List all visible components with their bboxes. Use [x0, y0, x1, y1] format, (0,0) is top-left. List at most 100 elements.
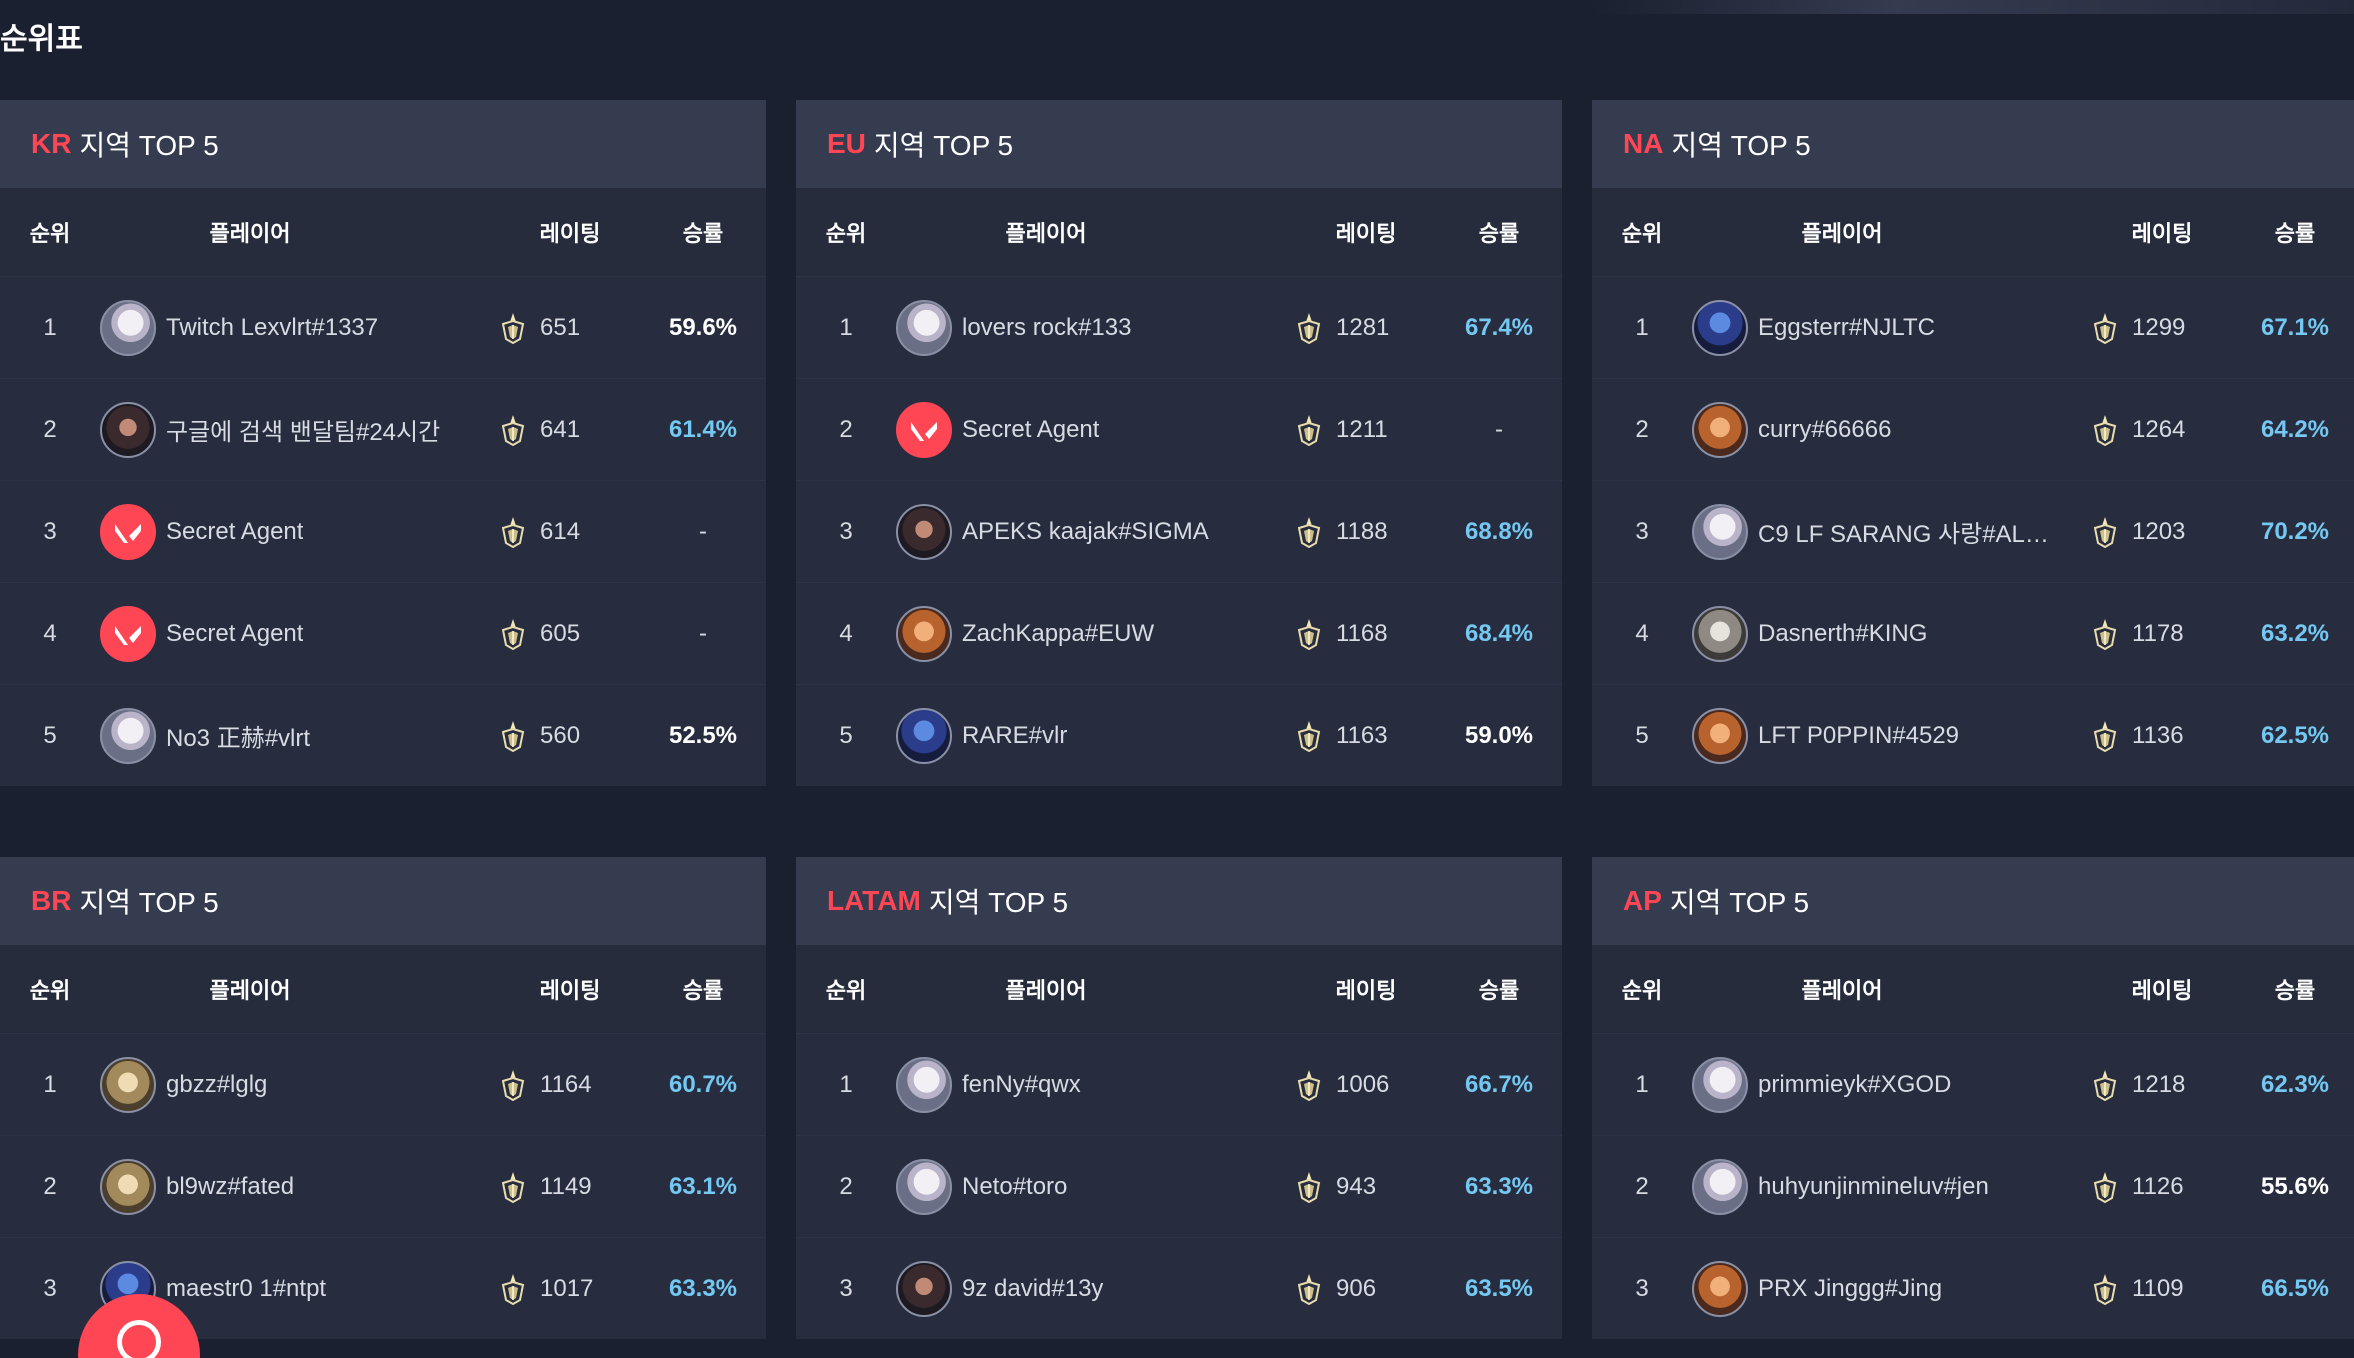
table-row[interactable]: 2 huhyunjinmineluv#jen 1126 55.6%: [1592, 1135, 2354, 1237]
column-rank: 순위: [1621, 221, 1663, 246]
rank-cell: 3: [43, 517, 57, 545]
region-title: 지역 TOP 5: [79, 887, 219, 918]
player-name[interactable]: Secret Agent: [166, 517, 304, 545]
player-name[interactable]: No3 正赫#vlrt: [166, 725, 311, 752]
winrate-cell: 52.5%: [640, 722, 766, 750]
player-cell[interactable]: Eggsterr#NJLTC: [1692, 299, 2092, 356]
table-row[interactable]: 4 Secret Agent 605 -: [0, 582, 766, 684]
table-row[interactable]: 3 9z david#13y 906 63.5%: [796, 1237, 1562, 1339]
player-cell[interactable]: RARE#vlr: [896, 707, 1296, 764]
rating-value: 1264: [2132, 415, 2186, 443]
rank-cell: 3: [1635, 1274, 1649, 1302]
rank-cell: 1: [839, 1070, 853, 1098]
player-name[interactable]: Eggsterr#NJLTC: [1758, 313, 1935, 341]
player-avatar-icon: [1692, 707, 1748, 764]
column-header-row: 순위 플레이어 레이팅 승률: [0, 188, 766, 276]
player-cell[interactable]: gbzz#lglg: [100, 1056, 500, 1113]
table-row[interactable]: 2 구글에 검색 밴달팀#24시간 641 61.4%: [0, 378, 766, 480]
player-avatar-icon: [100, 299, 156, 356]
player-name[interactable]: RARE#vlr: [962, 721, 1068, 749]
table-row[interactable]: 2 Neto#toro 943 63.3%: [796, 1135, 1562, 1237]
player-name[interactable]: curry#66666: [1758, 415, 1892, 443]
rating-cell: 1178: [2092, 618, 2232, 650]
player-cell[interactable]: fenNy#qwx: [896, 1056, 1296, 1113]
column-rating: 레이팅: [1335, 978, 1397, 1003]
table-row[interactable]: 1 fenNy#qwx 1006 66.7%: [796, 1033, 1562, 1135]
player-name[interactable]: LFT P0PPIN#4529: [1758, 721, 1960, 749]
player-cell[interactable]: Secret Agent: [896, 401, 1296, 458]
winrate-cell: 63.5%: [1436, 1275, 1562, 1303]
winrate-value: 68.4%: [1464, 619, 1534, 647]
player-cell[interactable]: ZachKappa#EUW: [896, 605, 1296, 662]
table-row[interactable]: 1 gbzz#lglg 1164 60.7%: [0, 1033, 766, 1135]
player-name[interactable]: Secret Agent: [166, 619, 304, 647]
player-name[interactable]: huhyunjinmineluv#jen: [1758, 1172, 1989, 1200]
player-cell[interactable]: Secret Agent: [100, 503, 500, 560]
table-row[interactable]: 2 curry#66666 1264 64.2%: [1592, 378, 2354, 480]
rating-cell: 641: [500, 414, 640, 446]
winrate-value: 63.1%: [668, 1172, 738, 1200]
table-row[interactable]: 2 bl9wz#fated 1149 63.1%: [0, 1135, 766, 1237]
player-name[interactable]: fenNy#qwx: [962, 1070, 1081, 1098]
player-avatar-icon: [896, 1158, 952, 1215]
player-cell[interactable]: Neto#toro: [896, 1158, 1296, 1215]
player-avatar-icon: [1692, 299, 1748, 356]
table-row[interactable]: 3 APEKS kaajak#SIGMA 1188 68.8%: [796, 480, 1562, 582]
player-name[interactable]: 구글에 검색 밴달팀#24시간: [166, 419, 441, 446]
radiant-rank-icon: [501, 516, 525, 548]
player-name[interactable]: gbzz#lglg: [166, 1070, 268, 1098]
player-cell[interactable]: primmieyk#XGOD: [1692, 1056, 2092, 1113]
player-name[interactable]: PRX Jinggg#Jing: [1758, 1274, 1943, 1302]
table-row[interactable]: 4 Dasnerth#KING 1178 63.2%: [1592, 582, 2354, 684]
player-cell[interactable]: PRX Jinggg#Jing: [1692, 1260, 2092, 1317]
player-name[interactable]: C9 LF SARANG 사랑#ALO...: [1758, 521, 2058, 548]
player-name[interactable]: lovers rock#133: [962, 313, 1132, 341]
table-row[interactable]: 3 PRX Jinggg#Jing 1109 66.5%: [1592, 1237, 2354, 1339]
player-name[interactable]: bl9wz#fated: [166, 1172, 295, 1200]
player-cell[interactable]: lovers rock#133: [896, 299, 1296, 356]
rating-cell: 1218: [2092, 1069, 2232, 1101]
region-leaderboard-card-kr: KR 지역 TOP 5 순위 플레이어 레이팅 승률 1 Twitch Lexv…: [0, 100, 766, 786]
player-name[interactable]: Neto#toro: [962, 1172, 1068, 1200]
table-row[interactable]: 3 Secret Agent 614 -: [0, 480, 766, 582]
radiant-rank-icon: [1297, 516, 1321, 548]
player-cell[interactable]: bl9wz#fated: [100, 1158, 500, 1215]
player-name[interactable]: ZachKappa#EUW: [962, 619, 1155, 647]
player-cell[interactable]: C9 LF SARANG 사랑#ALO...: [1692, 503, 2092, 560]
table-row[interactable]: 2 Secret Agent 1211 -: [796, 378, 1562, 480]
rating-cell: 943: [1296, 1171, 1436, 1203]
player-cell[interactable]: LFT P0PPIN#4529: [1692, 707, 2092, 764]
player-cell[interactable]: 구글에 검색 밴달팀#24시간: [100, 401, 500, 458]
player-cell[interactable]: Dasnerth#KING: [1692, 605, 2092, 662]
player-cell[interactable]: 9z david#13y: [896, 1260, 1296, 1317]
radiant-rank-icon: [2093, 618, 2117, 650]
player-cell[interactable]: Twitch Lexvlrt#1337: [100, 299, 500, 356]
table-row[interactable]: 1 Eggsterr#NJLTC 1299 67.1%: [1592, 276, 2354, 378]
player-cell[interactable]: curry#66666: [1692, 401, 2092, 458]
winrate-cell: 62.3%: [2232, 1071, 2354, 1099]
table-row[interactable]: 4 ZachKappa#EUW 1168 68.4%: [796, 582, 1562, 684]
player-name[interactable]: 9z david#13y: [962, 1274, 1104, 1302]
table-row[interactable]: 5 LFT P0PPIN#4529 1136 62.5%: [1592, 684, 2354, 786]
player-name[interactable]: APEKS kaajak#SIGMA: [962, 517, 1209, 545]
player-cell[interactable]: Secret Agent: [100, 605, 500, 662]
table-row[interactable]: 1 Twitch Lexvlrt#1337 651 59.6%: [0, 276, 766, 378]
region-leaderboard-card-br: BR 지역 TOP 5 순위 플레이어 레이팅 승률 1 gbzz#lglg 1…: [0, 857, 766, 1339]
player-name[interactable]: Secret Agent: [962, 415, 1100, 443]
table-row[interactable]: 1 lovers rock#133 1281 67.4%: [796, 276, 1562, 378]
player-name[interactable]: Twitch Lexvlrt#1337: [166, 313, 379, 341]
column-rank: 순위: [825, 978, 867, 1003]
region-code: LATAM: [827, 885, 921, 916]
player-cell[interactable]: huhyunjinmineluv#jen: [1692, 1158, 2092, 1215]
player-cell[interactable]: No3 正赫#vlrt: [100, 707, 500, 764]
radiant-rank-icon: [1297, 618, 1321, 650]
table-row[interactable]: 5 RARE#vlr 1163 59.0%: [796, 684, 1562, 786]
player-cell[interactable]: APEKS kaajak#SIGMA: [896, 503, 1296, 560]
player-name[interactable]: Dasnerth#KING: [1758, 619, 1928, 647]
player-name[interactable]: maestr0 1#ntpt: [166, 1274, 327, 1302]
rating-cell: 1281: [1296, 312, 1436, 344]
player-name[interactable]: primmieyk#XGOD: [1758, 1070, 1952, 1098]
table-row[interactable]: 5 No3 正赫#vlrt 560 52.5%: [0, 684, 766, 786]
table-row[interactable]: 1 primmieyk#XGOD 1218 62.3%: [1592, 1033, 2354, 1135]
table-row[interactable]: 3 C9 LF SARANG 사랑#ALO... 1203 70.2%: [1592, 480, 2354, 582]
